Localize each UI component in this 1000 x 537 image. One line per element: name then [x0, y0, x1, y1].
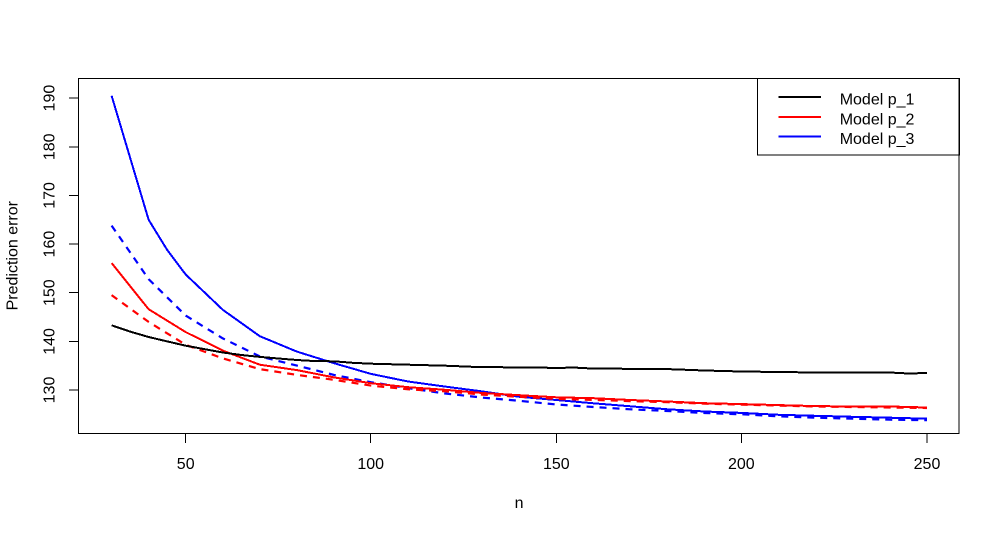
svg-text:190: 190 [42, 85, 59, 112]
svg-text:50: 50 [177, 456, 195, 473]
svg-text:Model p_1: Model p_1 [840, 91, 915, 108]
svg-text:100: 100 [357, 456, 384, 473]
svg-text:140: 140 [42, 328, 59, 355]
svg-text:170: 170 [42, 182, 59, 209]
svg-text:130: 130 [42, 377, 59, 404]
svg-text:250: 250 [914, 456, 941, 473]
svg-text:Model p_3: Model p_3 [840, 131, 915, 148]
svg-text:160: 160 [42, 231, 59, 258]
svg-text:Prediction error: Prediction error [5, 200, 22, 310]
svg-text:200: 200 [728, 456, 755, 473]
svg-text:Model p_2: Model p_2 [840, 112, 915, 129]
svg-text:150: 150 [543, 456, 570, 473]
svg-text:n: n [515, 495, 524, 512]
svg-text:150: 150 [42, 279, 59, 306]
svg-text:180: 180 [42, 133, 59, 160]
